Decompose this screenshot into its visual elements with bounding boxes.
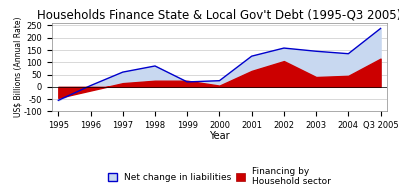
Legend: Net change in liabilities, Financing by
Household sector: Net change in liabilities, Financing by …: [108, 167, 331, 186]
X-axis label: Year: Year: [209, 132, 230, 142]
Y-axis label: US$ Billions (Annual Rate): US$ Billions (Annual Rate): [13, 17, 22, 118]
Title: Households Finance State & Local Gov't Debt (1995-Q3 2005): Households Finance State & Local Gov't D…: [38, 9, 399, 22]
